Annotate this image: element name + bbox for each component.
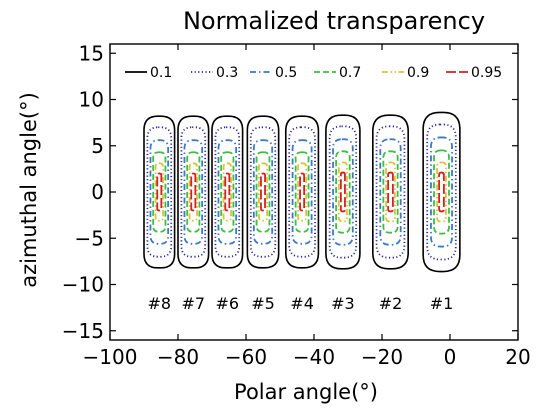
contour-0.1 (422, 111, 461, 273)
contour-0.7 (433, 149, 450, 235)
contour-0.7 (186, 151, 201, 233)
contour-0.1 (284, 115, 320, 269)
contour-0.5 (183, 139, 204, 245)
contour-0.5 (217, 139, 238, 245)
x-tick-label: −80 (157, 345, 199, 369)
contour-0.3 (288, 126, 316, 258)
contour-0.9 (436, 161, 447, 223)
legend-label: 0.9 (407, 65, 429, 81)
chart-title: Normalized transparency (183, 7, 485, 35)
aperture-label: #2 (379, 294, 403, 313)
aperture-label: #5 (251, 294, 275, 313)
contour-0.7 (382, 150, 399, 234)
contour-0.95 (438, 171, 445, 213)
y-tick-label: 10 (79, 88, 104, 112)
contour-0.1 (177, 115, 210, 269)
contour-0.3 (180, 126, 207, 258)
contour-0.5 (430, 136, 453, 248)
contour-0.5 (332, 138, 354, 246)
x-tick-label: 0 (444, 345, 457, 369)
contour-0.7 (255, 151, 271, 233)
axis-ticks: −100 −80 −60 −40 −20 0 20 −15 −10 −5 0 5 10 15 (62, 41, 531, 369)
contour-0.95 (339, 171, 346, 213)
legend: 0.1 0.3 0.5 0.7 0.9 0.95 (125, 65, 502, 81)
aperture-labels: #8 #7 #6 #5 #4 #3 #2 #1 (148, 294, 454, 313)
contour-0.95 (387, 171, 394, 213)
x-tick-label: −100 (83, 345, 138, 369)
contour-0.9 (154, 162, 164, 222)
legend-label: 0.95 (471, 65, 502, 81)
x-tick-label: 20 (505, 345, 530, 369)
contour-0.95 (224, 172, 231, 212)
y-tick-label: 0 (91, 180, 104, 204)
aperture-label: #3 (331, 294, 355, 313)
contour-0.1 (246, 115, 280, 269)
y-tick-label: 5 (91, 134, 104, 158)
aperture-label: #8 (148, 294, 172, 313)
contour-0.9 (297, 162, 308, 222)
contour-0.7 (220, 151, 235, 233)
x-tick-label: −20 (361, 345, 403, 369)
contour-0.7 (294, 151, 310, 233)
y-axis-label: azimuthal angle(°) (17, 92, 41, 288)
contour-0.3 (328, 125, 358, 259)
contour-0.1 (325, 114, 361, 270)
contour-0.9 (222, 162, 232, 222)
contour-0.9 (385, 161, 396, 223)
y-tick-label: −10 (62, 273, 104, 297)
x-tick-label: −40 (293, 345, 335, 369)
contour-0.5 (149, 139, 170, 245)
aperture-label: #1 (430, 294, 454, 313)
contour-0.1 (143, 115, 176, 269)
contour-0.5 (379, 138, 402, 246)
contour-0.5 (252, 139, 274, 245)
contour-0.95 (299, 172, 306, 212)
legend-label: 0.1 (150, 65, 172, 81)
contour-0.9 (258, 162, 268, 222)
contour-0.5 (291, 139, 313, 245)
y-tick-label: 15 (79, 41, 104, 65)
x-axis-label: Polar angle(°) (234, 380, 378, 404)
contour-0.7 (152, 151, 167, 233)
plot-frame (109, 43, 519, 341)
contour-0.9 (337, 161, 348, 223)
aperture-label: #6 (216, 294, 240, 313)
contour-0.95 (156, 172, 163, 212)
contour-0.3 (214, 126, 241, 258)
legend-label: 0.7 (339, 65, 361, 81)
contour-0.7 (335, 150, 351, 234)
contour-lines (143, 111, 461, 273)
aperture-label: #4 (290, 294, 314, 313)
contour-0.1 (372, 114, 409, 270)
aperture-label: #7 (182, 294, 206, 313)
y-tick-label: −15 (62, 319, 104, 343)
contour-0.3 (146, 126, 173, 258)
contour-0.95 (190, 172, 197, 212)
legend-label: 0.3 (216, 65, 238, 81)
contour-0.95 (260, 172, 266, 212)
y-tick-label: −5 (75, 226, 104, 250)
legend-label: 0.5 (275, 65, 297, 81)
x-tick-label: −60 (225, 345, 267, 369)
contour-0.9 (188, 162, 198, 222)
contour-0.1 (211, 115, 244, 269)
